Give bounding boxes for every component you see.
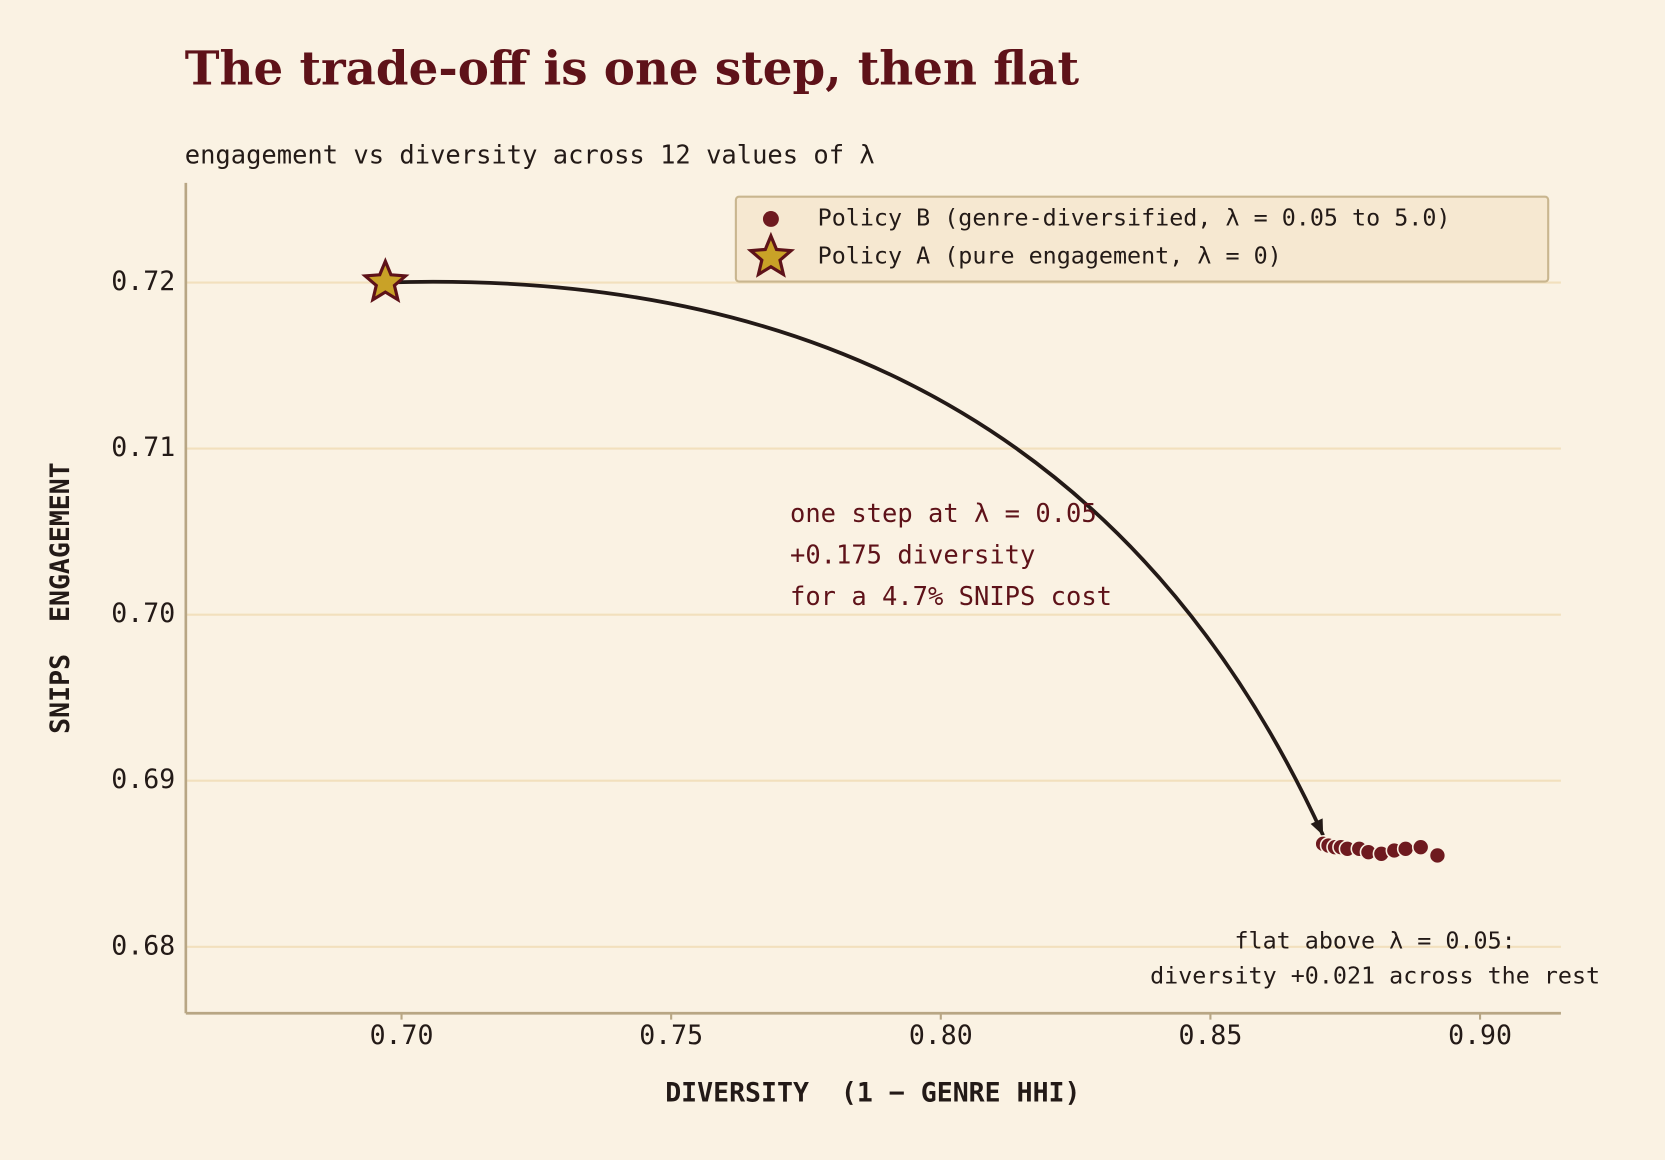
star-marker <box>361 257 410 304</box>
x-tick-label: 0.75 <box>639 1020 703 1051</box>
y-tick-label: 0.68 <box>111 930 175 961</box>
arrow-head <box>1310 818 1324 836</box>
annotation: flat above λ = 0.05: <box>1234 927 1515 955</box>
annotation: for a 4.7% SNIPS cost <box>790 582 1112 612</box>
legend-box <box>734 195 1550 283</box>
chart-title: The trade-off is one step, then flat <box>185 41 1080 96</box>
y-tick-label: 0.69 <box>111 764 175 795</box>
annotation: +0.175 diversity <box>790 541 1035 571</box>
point <box>1428 846 1447 865</box>
y-axis-label: SNIPS ENGAGEMENT <box>45 462 76 734</box>
legend-label: Policy A (pure engagement, λ = 0) <box>818 242 1282 270</box>
legend-label: Policy B (genre-diversified, λ = 0.05 to… <box>818 203 1451 231</box>
annotation: diversity +0.021 across the rest <box>1150 962 1600 990</box>
legend-marker <box>762 211 779 227</box>
point <box>1396 840 1415 858</box>
y-tick-label: 0.72 <box>111 266 175 297</box>
legend-marker <box>746 231 796 278</box>
x-tick-label: 0.85 <box>1178 1020 1242 1051</box>
annotation: one step at λ = 0.05 <box>790 499 1097 529</box>
x-tick-label: 0.80 <box>909 1020 973 1051</box>
y-tick-label: 0.71 <box>111 432 175 463</box>
point <box>1411 838 1430 856</box>
x-tick-label: 0.90 <box>1448 1020 1512 1051</box>
chart-subtitle: engagement vs diversity across 12 values… <box>185 140 875 170</box>
x-axis-label: DIVERSITY (1 − GENRE HHI) <box>665 1077 1080 1108</box>
arrow <box>385 279 1325 837</box>
y-tick-label: 0.70 <box>111 598 175 629</box>
x-tick-label: 0.70 <box>370 1020 434 1051</box>
